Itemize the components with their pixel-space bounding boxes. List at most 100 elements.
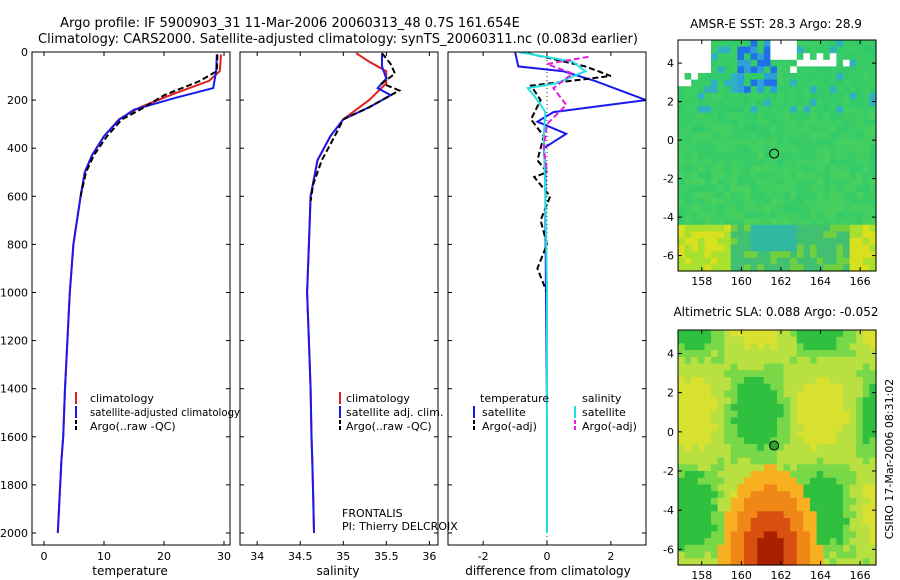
heatmap-cell xyxy=(816,238,824,246)
heatmap-cell xyxy=(829,264,837,272)
heatmap-cell xyxy=(763,53,771,61)
heatmap-cell xyxy=(717,524,725,533)
heatmap-cell xyxy=(803,211,811,219)
heatmap-cell xyxy=(823,390,831,398)
heatmap-cell xyxy=(829,491,837,499)
heatmap-cell xyxy=(770,410,778,418)
heatmap-cell xyxy=(704,497,712,506)
heatmap-cell xyxy=(816,343,824,351)
heatmap-cell xyxy=(704,238,712,246)
y-tick-label: -6 xyxy=(663,250,674,263)
heatmap-cell xyxy=(678,99,686,107)
heatmap-cell xyxy=(862,185,870,193)
heatmap-cell xyxy=(849,504,857,512)
heatmap-cell xyxy=(816,444,824,452)
heatmap-cell xyxy=(829,112,837,120)
heatmap-cell xyxy=(777,218,785,226)
heatmap-cell xyxy=(737,531,745,539)
heatmap-cell xyxy=(684,558,692,566)
heatmap-cell xyxy=(737,257,745,265)
heatmap-cell xyxy=(684,99,692,107)
heatmap-cell xyxy=(717,185,725,193)
heatmap-cell xyxy=(836,464,844,472)
heatmap-cell xyxy=(724,444,732,452)
heatmap-cell xyxy=(836,336,844,345)
heatmap-cell xyxy=(790,518,798,526)
heatmap-cell xyxy=(843,403,851,412)
heatmap-cell xyxy=(750,558,758,566)
heatmap-cell xyxy=(737,158,745,166)
heatmap-cell xyxy=(816,457,824,465)
heatmap-cell xyxy=(803,403,811,412)
heatmap-cell xyxy=(816,165,824,173)
heatmap-cell xyxy=(810,106,818,114)
heatmap-cell xyxy=(757,336,765,345)
heatmap-cell xyxy=(869,504,877,512)
heatmap-cell xyxy=(737,377,745,385)
heatmap-cell xyxy=(691,211,699,219)
heatmap-cell xyxy=(836,370,844,378)
heatmap-cell xyxy=(796,330,804,338)
y-tick-label: 4 xyxy=(667,57,674,70)
heatmap-cell xyxy=(796,377,804,385)
heatmap-cell xyxy=(843,257,851,265)
heatmap-cell xyxy=(770,66,778,74)
heatmap-cell xyxy=(849,356,857,365)
heatmap-cell xyxy=(717,139,725,147)
heatmap-cell xyxy=(843,558,851,566)
heatmap-cell xyxy=(724,531,732,539)
y-tick-label: -4 xyxy=(663,211,674,224)
heatmap-cell xyxy=(803,125,811,133)
heatmap-cell xyxy=(678,484,686,492)
salinity-legend: climatology satellite adj. clim. Argo(..… xyxy=(339,392,443,433)
heatmap-cell xyxy=(777,198,785,206)
heatmap-cell xyxy=(823,356,831,365)
heatmap-cell xyxy=(717,244,725,252)
heatmap-cell xyxy=(678,524,686,533)
heatmap-cell xyxy=(856,471,864,479)
heatmap-cell xyxy=(717,410,725,418)
heatmap-cell xyxy=(711,172,719,180)
heatmap-cell xyxy=(744,125,752,133)
heatmap-cell xyxy=(757,244,765,252)
heatmap-cell xyxy=(843,66,851,74)
heatmap-cell xyxy=(730,139,738,147)
heatmap-cell xyxy=(777,106,785,114)
heatmap-cell xyxy=(763,125,771,133)
heatmap-cell xyxy=(763,504,771,512)
heatmap-cell xyxy=(711,99,719,107)
y-tick-label: 2 xyxy=(667,96,674,109)
heatmap-cell xyxy=(678,437,686,445)
heatmap-cell xyxy=(730,185,738,193)
heatmap-cell xyxy=(730,191,738,199)
heatmap-cell xyxy=(849,336,857,345)
heatmap-cell xyxy=(790,383,798,392)
heatmap-cell xyxy=(783,99,791,107)
heatmap-cell xyxy=(849,66,857,74)
heatmap-cell xyxy=(843,511,851,519)
heatmap-cell xyxy=(717,79,725,87)
heatmap-cell xyxy=(843,251,851,259)
heatmap-cell xyxy=(704,538,712,546)
heatmap-cell xyxy=(691,538,699,546)
heatmap-cell xyxy=(823,244,831,252)
heatmap-cell xyxy=(763,336,771,345)
heatmap-cell xyxy=(678,125,686,133)
heatmap-cell xyxy=(704,40,712,48)
heatmap-cell xyxy=(757,497,765,506)
heatmap-cell xyxy=(750,145,758,153)
heatmap-cell xyxy=(783,53,791,61)
heatmap-cell xyxy=(730,99,738,107)
heatmap-cell xyxy=(691,224,699,232)
heatmap-cell xyxy=(750,264,758,272)
x-tick-label: 164 xyxy=(810,569,831,580)
heatmap-cell xyxy=(717,99,725,107)
heatmap-cell xyxy=(770,558,778,566)
heatmap-cell xyxy=(816,491,824,499)
heatmap-cell xyxy=(829,370,837,378)
heatmap-cell xyxy=(770,551,778,559)
heatmap-cell xyxy=(843,231,851,239)
heatmap-cell xyxy=(810,544,818,553)
heatmap-cell xyxy=(816,251,824,259)
heatmap-cell xyxy=(803,218,811,226)
